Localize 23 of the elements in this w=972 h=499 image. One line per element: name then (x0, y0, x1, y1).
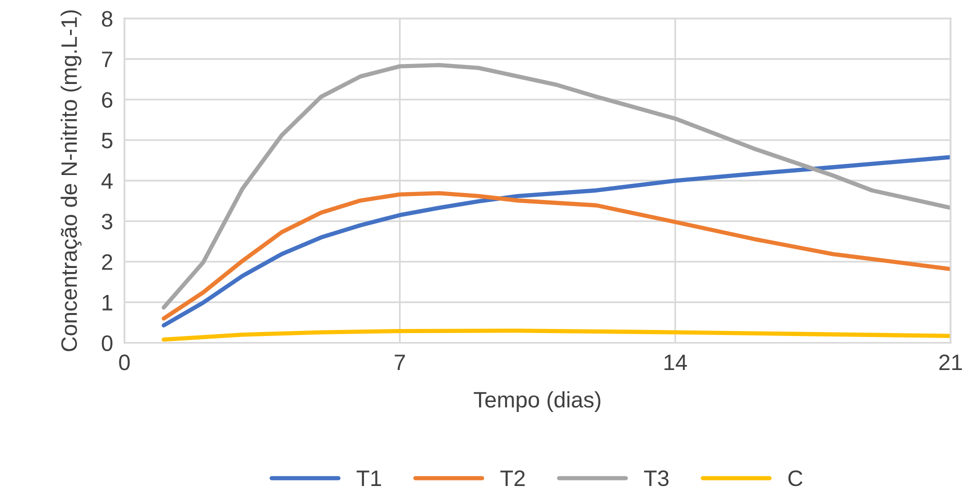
line-series (162, 155, 951, 328)
x-tick-label: 0 (119, 354, 130, 370)
y-tick-label: 1 (102, 295, 112, 310)
y-tick-label: 2 (102, 254, 112, 270)
y-tick-label: 7 (102, 52, 112, 68)
x-tick-label: 7 (394, 354, 405, 370)
y-tick-label: 4 (101, 173, 113, 189)
line-series (162, 63, 951, 310)
legend-label: T3 (644, 470, 669, 486)
legend-label: T1 (356, 470, 381, 486)
y-tick-label: 5 (102, 132, 112, 148)
x-tick-label: 14 (664, 354, 687, 370)
y-tick-label: 3 (102, 214, 112, 230)
x-tick-label: 21 (939, 354, 962, 370)
y-tick-label: 6 (102, 92, 112, 108)
x-axis-title: Tempo (dias) (474, 391, 600, 412)
legend-label: C (788, 470, 802, 486)
y-tick-label: 0 (102, 335, 112, 352)
y-tick-label: 8 (102, 11, 112, 27)
line-series (162, 191, 951, 321)
legend-label: T2 (500, 470, 525, 486)
y-axis-title: Concentração de N-nitrito (mg.L-1) (60, 10, 82, 352)
line-series (162, 328, 951, 342)
